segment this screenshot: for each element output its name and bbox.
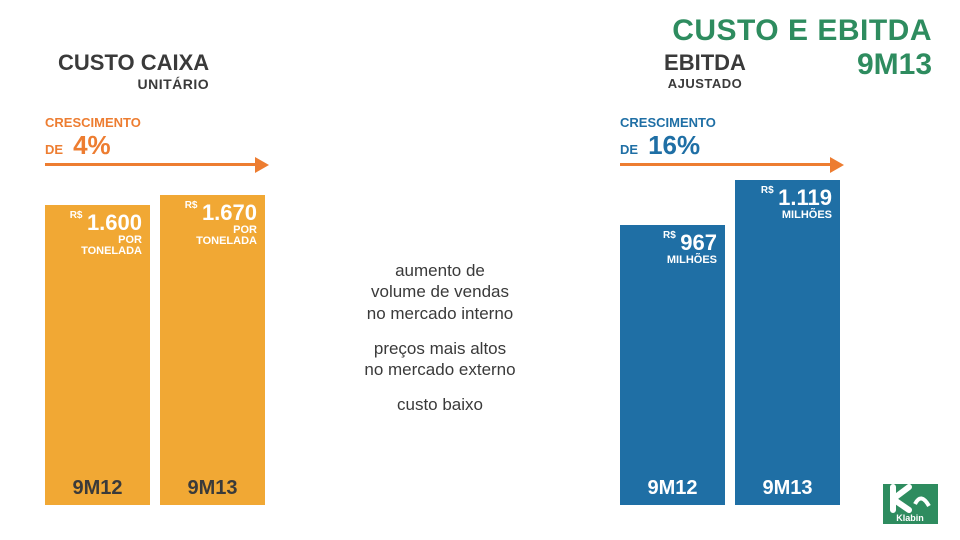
left-growth-value: 4% [73,130,111,161]
bar-value-label: R$ 1.119MILHÕES [761,186,832,221]
right-growth-value: 16% [648,130,700,161]
brand-logo: Klabin [883,484,938,524]
note-line: custo baixo [300,394,580,415]
x-label-left-1: 9M13 [160,477,265,500]
ebitda-line1: EBITDA [640,50,770,76]
x-label-left-0: 9M12 [45,477,150,500]
custo-header: CUSTO CAIXA UNITÁRIO [58,50,209,92]
bar-right-9m12: R$ 967MILHÕES [620,225,725,505]
bar-value-label: R$ 1.670PORTONELADA [185,201,257,248]
left-arrow-line [45,163,255,166]
x-label-right-1: 9M13 [735,477,840,500]
left-growth-label: CRESCIMENTO DE 4% [45,115,141,161]
note-line: aumento de [300,260,580,281]
ebitda-header: EBITDA AJUSTADO [640,50,770,91]
right-growth-prefix: CRESCIMENTO [620,115,716,130]
custo-line2: UNITÁRIO [58,76,209,92]
bar-left-9m12: R$ 1.600PORTONELADA [45,205,150,505]
left-growth-de: DE [45,142,63,157]
note-line: no mercado externo [300,359,580,380]
note-line: volume de vendas [300,281,580,302]
left-arrow-tip [255,157,269,173]
right-growth-label: CRESCIMENTO DE 16% [620,115,716,161]
note-line [300,324,580,338]
bar-value-label: R$ 967MILHÕES [663,231,717,266]
custo-line1: CUSTO CAIXA [58,50,209,76]
bar-left-9m13: R$ 1.670PORTONELADA [160,195,265,505]
note-line: preços mais altos [300,338,580,359]
note-line [300,380,580,394]
note-line: no mercado interno [300,303,580,324]
left-growth-prefix: CRESCIMENTO [45,115,141,130]
center-notes: aumento devolume de vendasno mercado int… [300,260,580,416]
bar-right-9m13: R$ 1.119MILHÕES [735,180,840,505]
logo-text: Klabin [896,513,924,523]
right-growth-de: DE [620,142,638,157]
ebitda-line2: AJUSTADO [640,76,770,91]
bar-value-label: R$ 1.600PORTONELADA [70,211,142,258]
x-label-right-0: 9M12 [620,477,725,500]
right-arrow-tip [830,157,844,173]
title-line1: CUSTO E EBITDA [672,14,932,48]
right-arrow-line [620,163,830,166]
